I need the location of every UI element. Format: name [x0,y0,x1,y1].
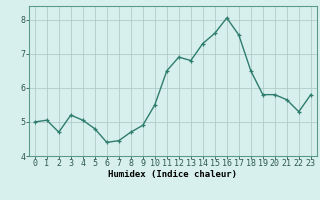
X-axis label: Humidex (Indice chaleur): Humidex (Indice chaleur) [108,170,237,179]
